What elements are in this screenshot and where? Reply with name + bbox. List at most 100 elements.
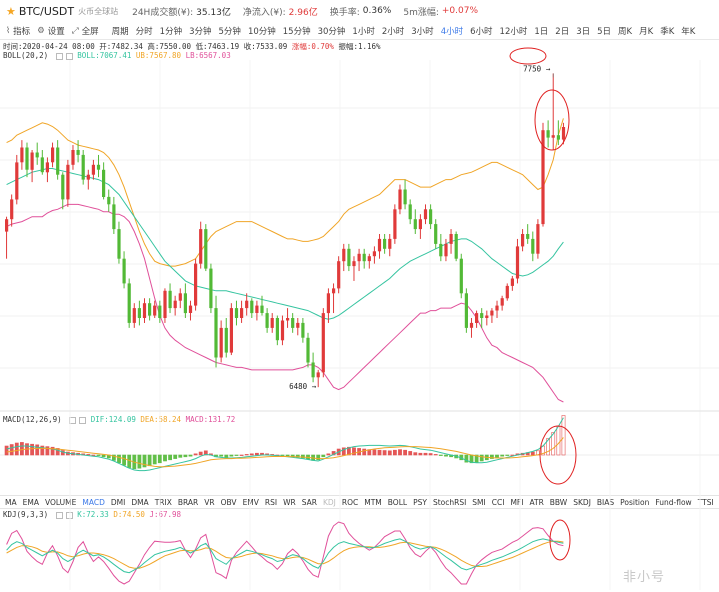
macd-histogram-bar bbox=[387, 450, 392, 456]
candle-body bbox=[551, 135, 555, 138]
macd-histogram-bar bbox=[19, 442, 24, 456]
candle-body bbox=[515, 246, 520, 279]
indicator-tab-ma[interactable]: MA bbox=[5, 497, 17, 507]
settings-button[interactable]: 设置 bbox=[47, 26, 65, 37]
macd-histogram-bar bbox=[30, 443, 35, 456]
indicator-tab-ttsi[interactable]: TTSI bbox=[697, 497, 714, 507]
highlight-ellipse-max bbox=[509, 47, 547, 65]
candle-body bbox=[321, 313, 325, 373]
indicator-tab-bbw[interactable]: BBW bbox=[549, 497, 568, 507]
indicator-tab-trix[interactable]: TRIX bbox=[154, 497, 172, 507]
indicator-tab-kdj[interactable]: KDJ bbox=[322, 497, 336, 507]
indicator-tab-mtm[interactable]: MTM bbox=[364, 497, 382, 507]
candle-body bbox=[454, 234, 458, 259]
candle-body bbox=[275, 318, 279, 341]
macd-histogram-bar bbox=[546, 438, 551, 456]
indicator-tab-cci[interactable]: CCI bbox=[491, 497, 505, 507]
interval-8[interactable]: 1小时 bbox=[352, 26, 375, 37]
interval-2[interactable]: 1分钟 bbox=[159, 26, 183, 37]
interval-5[interactable]: 10分钟 bbox=[247, 26, 276, 37]
gear-icon[interactable]: ⚙ bbox=[37, 25, 45, 36]
macd-macd-value: MACD:131.72 bbox=[185, 415, 236, 424]
watermark: 非小号 bbox=[623, 570, 666, 585]
indicator-tab-roc[interactable]: ROC bbox=[341, 497, 359, 507]
macd-histogram-bar bbox=[137, 454, 142, 469]
candle-body bbox=[96, 164, 101, 170]
macd-close-icon[interactable] bbox=[79, 416, 87, 424]
interval-4[interactable]: 5分钟 bbox=[218, 26, 241, 37]
interval-10[interactable]: 3小时 bbox=[411, 26, 434, 37]
indicator-tab-position[interactable]: Position bbox=[620, 497, 650, 507]
indicator-tab-vr[interactable]: VR bbox=[204, 497, 215, 507]
indicator-tab-brar[interactable]: BRAR bbox=[177, 497, 199, 507]
interval-12[interactable]: 6小时 bbox=[470, 26, 493, 37]
interval-0[interactable]: 周期 bbox=[111, 26, 129, 37]
interval-20[interactable]: 季K bbox=[660, 26, 675, 37]
interval-3[interactable]: 3分钟 bbox=[189, 26, 212, 37]
kdj-close-icon[interactable] bbox=[65, 511, 73, 519]
candle-body bbox=[250, 300, 254, 314]
kdj-settings-icon[interactable] bbox=[55, 511, 63, 519]
interval-18[interactable]: 周K bbox=[618, 26, 633, 37]
indicator-tab-dma[interactable]: DMA bbox=[131, 497, 149, 507]
candle-body bbox=[449, 234, 453, 244]
candle-body bbox=[485, 315, 489, 318]
macd-histogram-bar bbox=[203, 450, 208, 456]
volume-label: 24H成交额(¥): bbox=[132, 7, 194, 18]
indicator-button[interactable]: 指标 bbox=[13, 26, 31, 37]
interval-21[interactable]: 年K bbox=[681, 26, 696, 37]
indicator-tab-volume[interactable]: VOLUME bbox=[44, 497, 77, 507]
interval-7[interactable]: 30分钟 bbox=[317, 26, 346, 37]
indicator-tab-psy[interactable]: PSY bbox=[413, 497, 427, 507]
indicator-tab-boll[interactable]: BOLL bbox=[387, 497, 408, 507]
interval-13[interactable]: 12小时 bbox=[499, 26, 528, 37]
indicator-tab-mfi[interactable]: MFI bbox=[510, 497, 524, 507]
indicator-icon[interactable]: ⌇ bbox=[6, 25, 11, 36]
indicator-tab-rsi[interactable]: RSI bbox=[264, 497, 278, 507]
interval-6[interactable]: 15分钟 bbox=[282, 26, 311, 37]
interval-19[interactable]: 月K bbox=[639, 26, 654, 37]
indicator-tab-emv[interactable]: EMV bbox=[242, 497, 259, 507]
indicator-tab-macd[interactable]: MACD bbox=[82, 497, 105, 507]
interval-9[interactable]: 2小时 bbox=[381, 26, 405, 37]
interval-17[interactable]: 5日 bbox=[597, 26, 612, 37]
candle-body bbox=[61, 174, 65, 200]
indicator-tab-dmi[interactable]: DMI bbox=[110, 497, 126, 507]
interval-toolbar: ⌇ 指标 ⚙ 设置 ⤢ 全屏 周期 分时 1分钟 3分钟 5分钟 10分钟 15分钟 30分钟… bbox=[0, 22, 719, 40]
macd-histogram-bar bbox=[346, 446, 351, 456]
kdj-k-line bbox=[6, 538, 564, 574]
exchange-name[interactable]: 火币全球站 bbox=[78, 6, 119, 16]
candle-body bbox=[439, 243, 443, 257]
indicator-tab-fund-flow[interactable]: Fund-flow bbox=[655, 497, 692, 507]
indicator-tab-ema[interactable]: EMA bbox=[22, 497, 39, 507]
indicator-tab-obv[interactable]: OBV bbox=[220, 497, 237, 507]
indicator-tab-smi[interactable]: SMI bbox=[472, 497, 486, 507]
interval-1[interactable]: 分时 bbox=[135, 26, 153, 37]
boll-mid-line bbox=[6, 168, 564, 320]
favorite-star-icon[interactable]: ★ bbox=[6, 4, 16, 18]
indicator-tab-sar[interactable]: SAR bbox=[301, 497, 317, 507]
candle-body bbox=[255, 305, 259, 313]
candle-body bbox=[5, 219, 9, 232]
indicator-tab-wr[interactable]: WR bbox=[283, 497, 296, 507]
indicator-tab-stochrsi[interactable]: StochRSI bbox=[432, 497, 467, 507]
boll-settings-icon[interactable] bbox=[55, 52, 63, 60]
candle-body bbox=[132, 308, 136, 323]
interval-14[interactable]: 1日 bbox=[534, 26, 549, 37]
indicator-tab-bias[interactable]: BIAS bbox=[596, 497, 615, 507]
indicator-tab-skdj[interactable]: SKDJ bbox=[573, 497, 591, 507]
candle-body bbox=[357, 253, 361, 262]
indicator-tab-atr[interactable]: ATR bbox=[529, 497, 544, 507]
macd-histogram-bar bbox=[183, 454, 188, 458]
candle-body bbox=[260, 305, 264, 313]
interval-15[interactable]: 2日 bbox=[555, 26, 570, 37]
fullscreen-button[interactable]: 全屏 bbox=[81, 26, 99, 37]
macd-histogram-bar bbox=[178, 454, 183, 458]
fullscreen-icon[interactable]: ⤢ bbox=[71, 25, 79, 36]
candle-body bbox=[30, 152, 34, 170]
boll-close-icon[interactable] bbox=[65, 52, 73, 60]
interval-16[interactable]: 3日 bbox=[576, 26, 591, 37]
candle-body bbox=[316, 372, 320, 378]
interval-11[interactable]: 4小时 bbox=[440, 26, 464, 37]
